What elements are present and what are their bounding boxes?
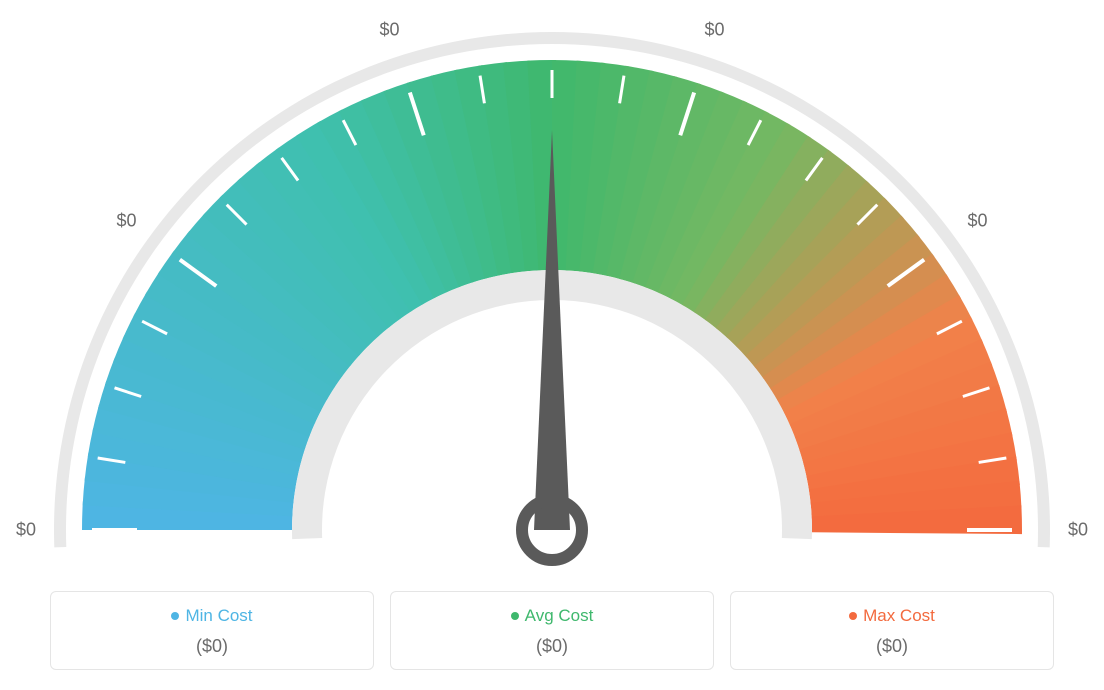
legend-max-value: ($0) xyxy=(741,636,1043,657)
legend-max: Max Cost ($0) xyxy=(730,591,1054,670)
legend-min: Min Cost ($0) xyxy=(50,591,374,670)
legend-min-label: Min Cost xyxy=(185,606,252,625)
gauge: $0$0$0$0$0$0 xyxy=(52,10,1052,575)
chart-container: $0 $0 $0 $0 $0 $0 Min Cost ($0) Avg Cost ($0)… xyxy=(0,0,1104,690)
gauge-tick-label: $0 xyxy=(1068,520,1088,541)
gauge-tick-label: $0 xyxy=(379,19,399,40)
gauge-tick-label: $0 xyxy=(116,210,136,231)
legend-min-title: Min Cost xyxy=(61,606,363,626)
legend-max-label: Max Cost xyxy=(863,606,935,625)
legend-max-title: Max Cost xyxy=(741,606,1043,626)
gauge-tick-label: $0 xyxy=(968,210,988,231)
dot-icon xyxy=(171,612,179,620)
legend-min-value: ($0) xyxy=(61,636,363,657)
legend-avg-title: Avg Cost xyxy=(401,606,703,626)
legend-row: Min Cost ($0) Avg Cost ($0) Max Cost ($0… xyxy=(50,591,1054,670)
legend-avg-value: ($0) xyxy=(401,636,703,657)
legend-avg-label: Avg Cost xyxy=(525,606,594,625)
gauge-tick-label: $0 xyxy=(705,19,725,40)
dot-icon xyxy=(511,612,519,620)
gauge-tick-label: $0 xyxy=(16,520,36,541)
dot-icon xyxy=(849,612,857,620)
gauge-svg xyxy=(52,10,1052,570)
legend-avg: Avg Cost ($0) xyxy=(390,591,714,670)
